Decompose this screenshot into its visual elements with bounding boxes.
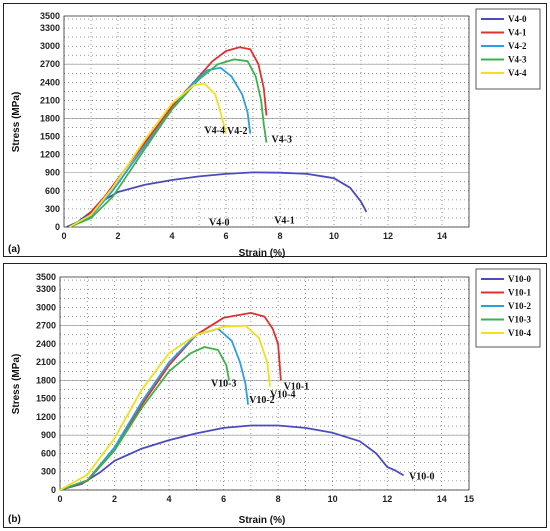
x-tick-label: 2: [115, 231, 120, 241]
y-tick-label: 3500: [40, 11, 60, 21]
y-tick-label: 3000: [36, 302, 56, 312]
curve-label-v10-3: V10-3: [211, 379, 237, 390]
chart-panel-a: 0 300 600 900 1200 1500 1800 2100 2400 2700 3000 33…: [3, 3, 547, 259]
legend-entry: V10-2: [508, 301, 531, 311]
x-tick-label: 6: [223, 231, 228, 241]
x-tick-label: 14: [437, 494, 447, 504]
panel-label: (a): [8, 244, 20, 255]
y-tick-label: 300: [41, 467, 56, 477]
x-tick-label: 4: [169, 231, 174, 241]
legend-box: [475, 8, 541, 90]
y-tick-label: 1800: [36, 375, 56, 385]
legend-entry: V10-1: [508, 288, 531, 298]
x-tick-label: 4: [167, 494, 172, 504]
y-tick-label: 1800: [40, 113, 60, 123]
chart-panel-b: 0 300 600 900 1200 1500 1800 2100 2400 2700 3000 33…: [3, 263, 547, 528]
y-tick-label: 0: [51, 485, 56, 495]
legend-entry: V10-4: [508, 328, 531, 338]
y-tick-label: 2100: [36, 357, 56, 367]
curve-label-v10-2: V10-2: [249, 395, 275, 406]
y-tick-label: 1200: [36, 412, 56, 422]
legend-entry: V4-3: [508, 55, 527, 65]
y-tick-label: 3300: [40, 23, 60, 33]
legend-entry: V4-2: [508, 41, 527, 51]
stress-strain-chart-a: 0300600900120015001800210024002700300033…: [8, 8, 541, 259]
x-tick-label: 10: [328, 494, 338, 504]
curve-label-v4-4: V4-4: [204, 126, 225, 137]
curve-label-v10-1: V10-1: [284, 382, 310, 393]
y-tick-label: 600: [41, 448, 56, 458]
curve-label-v10-4: V10-4: [270, 389, 296, 400]
legend-entry: V4-1: [508, 28, 527, 38]
y-tick-label: 600: [45, 186, 60, 196]
panel-label: (b): [8, 514, 21, 525]
legend-entry: V10-3: [508, 315, 531, 325]
curve-label-v10-0: V10-0: [409, 472, 435, 483]
legend-entry: V10-0: [508, 274, 531, 284]
x-tick-label: 0: [61, 231, 66, 241]
y-tick-label: 2100: [40, 95, 60, 105]
x-axis-title: Strain (%): [239, 515, 286, 526]
y-tick-label: 1500: [40, 132, 60, 142]
y-tick-label: 2400: [36, 339, 56, 349]
x-tick-label: 14: [437, 231, 447, 241]
y-tick-label: 1200: [40, 150, 60, 160]
series-line-v4-3: [69, 58, 268, 228]
curve-label-v4-0: V4-0: [209, 218, 230, 229]
curve-label-v4-1: V4-1: [274, 216, 295, 227]
curve-label-v4-3: V4-3: [272, 135, 293, 146]
series-line-v4-2: [68, 66, 252, 228]
x-tick-label: 12: [383, 231, 393, 241]
y-tick-label: 3300: [36, 284, 56, 294]
y-tick-label: 900: [41, 430, 56, 440]
y-tick-label: 0: [55, 222, 60, 232]
x-tick-label: 12: [382, 494, 392, 504]
y-tick-label: 1500: [36, 394, 56, 404]
y-tick-label: 900: [45, 168, 60, 178]
y-tick-label: 2400: [40, 77, 60, 87]
plot-frame: [63, 15, 470, 228]
x-tick-label: 8: [276, 494, 281, 504]
y-axis-title: Stress (MPa): [11, 92, 22, 153]
legend-entry: V4-0: [508, 14, 527, 24]
y-axis-title: Stress (MPa): [11, 354, 22, 415]
y-tick-label: 300: [45, 204, 60, 214]
y-tick-label: 2700: [40, 59, 60, 69]
plot-frame: [59, 276, 470, 491]
x-tick-label: 15: [464, 494, 474, 504]
x-axis-title: Strain (%): [239, 248, 286, 259]
series-line-v4-4: [68, 82, 227, 228]
x-tick-label: 6: [221, 494, 226, 504]
series-line-v10-4: [59, 324, 271, 491]
x-tick-label: 10: [329, 231, 339, 241]
series-line-v10-3: [59, 346, 230, 491]
x-tick-label: 0: [57, 494, 62, 504]
legend-entry: V4-4: [508, 68, 527, 78]
curve-label-v4-2: V4-2: [227, 126, 248, 137]
y-tick-label: 3500: [36, 272, 56, 282]
stress-strain-chart-b: 0300600900120015001800210024002700300033…: [8, 268, 541, 526]
y-tick-label: 3000: [40, 41, 60, 51]
x-tick-label: 8: [277, 231, 282, 241]
series-line-v10-0: [59, 424, 405, 491]
y-tick-label: 2700: [36, 321, 56, 331]
x-tick-label: 2: [112, 494, 117, 504]
